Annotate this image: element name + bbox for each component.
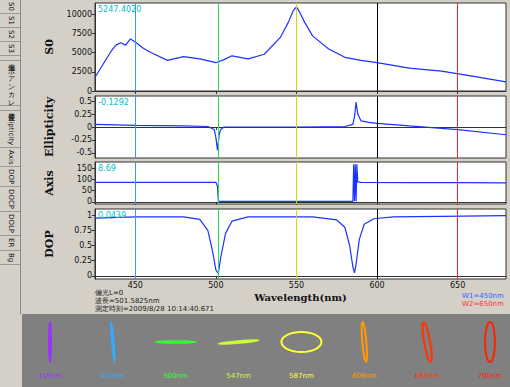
svg-text:150: 150 [77, 164, 92, 173]
html-text:DOP: DOP [7, 169, 15, 185]
html-text:測定時刻=2009/8/28 10:14:40.671: 測定時刻=2009/8/28 10:14:40.671 [95, 305, 214, 313]
svg-text:S0: S0 [43, 39, 56, 55]
svg-text:683nm: 683nm [415, 372, 440, 380]
html-text:W2=650nm: W2=650nm [462, 300, 504, 308]
svg-text:0: 0 [87, 271, 92, 280]
svg-text:0.25: 0.25 [74, 110, 92, 119]
html-text:ポアンカレ: ポアンカレ [7, 62, 15, 103]
svg-text:450nm: 450nm [101, 372, 126, 380]
html-text:Axis: Axis [7, 149, 15, 165]
svg-text:0.5: 0.5 [79, 241, 92, 250]
svg-text:5247.4020: 5247.4020 [98, 5, 141, 14]
svg-text:8.69: 8.69 [98, 164, 116, 173]
html-text:S1: S1 [7, 15, 15, 25]
svg-text:587nm: 587nm [289, 372, 314, 380]
svg-text:-0.25: -0.25 [71, 135, 92, 144]
svg-text:0.5: 0.5 [79, 97, 92, 106]
svg-text:0.25: 0.25 [74, 256, 92, 265]
svg-text:700nm: 700nm [478, 372, 503, 380]
svg-text:-0.5: -0.5 [76, 148, 92, 157]
html-text:ER: ER [7, 238, 15, 248]
svg-text:0: 0 [87, 87, 92, 96]
svg-text:1: 1 [87, 211, 92, 220]
html-text:DOLP: DOLP [7, 214, 15, 234]
svg-text:2500: 2500 [72, 67, 92, 76]
html-text:偏光: 偏光 [7, 57, 15, 58]
svg-text:0: 0 [87, 123, 92, 132]
svg-text:547nm: 547nm [226, 372, 251, 380]
svg-text:0: 0 [87, 197, 92, 206]
svg-text:600: 600 [369, 281, 384, 290]
svg-text:Axis: Axis [43, 170, 56, 196]
svg-text:50: 50 [82, 186, 92, 195]
svg-text:650: 650 [450, 281, 465, 290]
html-text:偏光L=0: 偏光L=0 [95, 289, 124, 297]
svg-text:550: 550 [289, 281, 304, 290]
svg-text:100: 100 [77, 175, 92, 184]
svg-text:450: 450 [128, 281, 143, 290]
svg-text:10000: 10000 [67, 10, 92, 19]
svg-text:606nm: 606nm [352, 372, 377, 380]
svg-text:DOP: DOP [43, 230, 56, 257]
svg-text:0.75: 0.75 [74, 226, 92, 235]
html-text:波長: 波長 [7, 107, 15, 108]
html-text:Ellipticity: Ellipticity [7, 112, 15, 145]
html-text:W1=450nm: W1=450nm [462, 292, 504, 300]
svg-text:419nm: 419nm [38, 372, 63, 380]
html-text:S2: S2 [7, 29, 15, 39]
html-text:DOCP: DOCP [7, 189, 15, 210]
html-text:Bg: Bg [7, 252, 15, 262]
svg-text:5000: 5000 [72, 48, 92, 57]
svg-text:0.0439: 0.0439 [98, 211, 126, 220]
svg-text:500nm: 500nm [163, 372, 188, 380]
html-text:S0: S0 [7, 2, 15, 11]
svg-text:Ellipticity: Ellipticity [43, 96, 56, 157]
svg-text:Wavelength(nm): Wavelength(nm) [253, 292, 347, 303]
html-text:波長=501.5825nm: 波長=501.5825nm [95, 297, 160, 305]
svg-text:-0.1292: -0.1292 [98, 98, 129, 107]
svg-text:500: 500 [208, 281, 223, 290]
svg-text:7500: 7500 [72, 29, 92, 38]
html-text:S3: S3 [7, 43, 15, 53]
